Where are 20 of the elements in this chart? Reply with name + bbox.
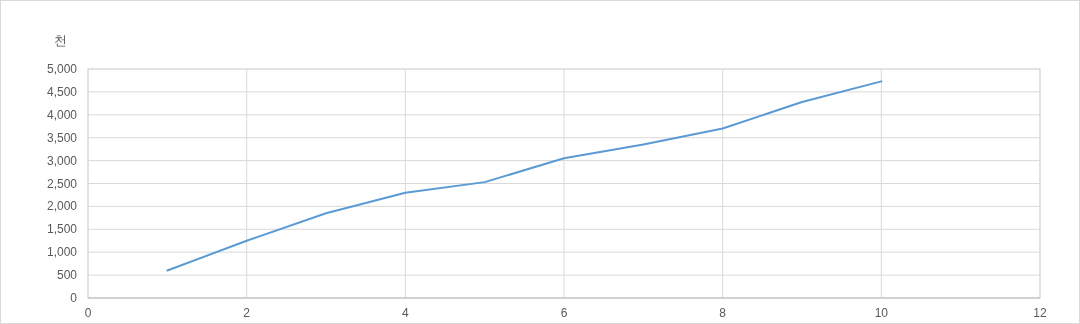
y-tick-label: 4,000 bbox=[46, 107, 78, 122]
y-tick-label: 4,500 bbox=[46, 84, 78, 99]
x-tick-label: 0 bbox=[84, 306, 92, 320]
y-axis-title: 천 bbox=[53, 33, 67, 48]
y-tick-label: 2,500 bbox=[46, 176, 78, 191]
x-tick-label: 10 bbox=[874, 306, 889, 320]
y-tick-label: 500 bbox=[56, 268, 78, 283]
y-tick-label: 1,000 bbox=[46, 245, 78, 260]
y-tick-label: 2,000 bbox=[46, 199, 78, 214]
x-tick-label: 6 bbox=[560, 306, 568, 320]
y-tick-label: 0 bbox=[70, 291, 78, 305]
y-tick-label: 1,500 bbox=[46, 222, 78, 237]
line-series bbox=[166, 80, 883, 272]
x-tick-label: 8 bbox=[719, 306, 727, 320]
y-tick-label: 5,000 bbox=[46, 62, 78, 76]
x-tick-label: 4 bbox=[401, 306, 409, 320]
y-tick-label: 3,500 bbox=[46, 130, 78, 145]
x-tick-label: 2 bbox=[243, 306, 251, 320]
x-tick-label: 12 bbox=[1033, 306, 1047, 320]
y-tick-label: 3,000 bbox=[46, 153, 78, 168]
